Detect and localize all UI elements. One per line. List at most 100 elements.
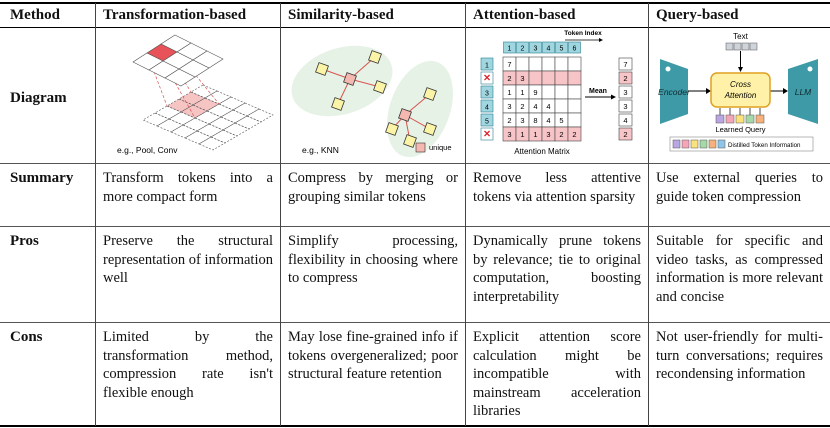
shape bbox=[708, 139, 717, 149]
arrow-head bbox=[783, 88, 788, 94]
legend-swatch bbox=[415, 142, 426, 153]
matrix-value: 4 bbox=[546, 116, 550, 125]
matrix-cell bbox=[554, 98, 569, 114]
similarity-diagram: e.g., KNN unique bbox=[291, 45, 453, 158]
matrix-value: 1 bbox=[520, 130, 524, 139]
header-cell: Similarity-based bbox=[288, 7, 394, 23]
shape bbox=[132, 34, 274, 151]
row-label: Diagram bbox=[10, 90, 67, 106]
grid-cell bbox=[184, 130, 212, 145]
mean-cell bbox=[618, 127, 633, 141]
bottom-rule bbox=[0, 425, 830, 427]
index-box bbox=[529, 41, 542, 54]
matrix-value: 3 bbox=[507, 130, 511, 139]
mean-cell bbox=[618, 113, 633, 127]
matrix-value: 3 bbox=[520, 74, 524, 83]
mean-value: 2 bbox=[623, 130, 627, 139]
mean-value: 3 bbox=[623, 88, 627, 97]
top-rule bbox=[0, 2, 830, 4]
shape bbox=[331, 97, 345, 111]
summary-cell: Compress by merging or grouping similar … bbox=[288, 170, 458, 205]
row-rule bbox=[0, 163, 830, 164]
matrix-cell bbox=[567, 126, 582, 142]
mean-cell bbox=[618, 85, 633, 99]
index-box bbox=[503, 41, 516, 54]
mean-value: 3 bbox=[623, 102, 627, 111]
encoder-block bbox=[660, 59, 688, 124]
icon bbox=[806, 65, 814, 73]
matrix-cell bbox=[567, 70, 582, 86]
shape bbox=[690, 139, 699, 149]
matrix-cell bbox=[541, 56, 556, 72]
matrix-cell bbox=[528, 70, 543, 86]
matrix-cell bbox=[541, 84, 556, 100]
matrix-value: 1 bbox=[520, 88, 524, 97]
shape bbox=[315, 62, 329, 76]
grid-cell bbox=[222, 122, 250, 137]
matrix-value: 7 bbox=[507, 60, 511, 69]
matrix-cell bbox=[515, 56, 530, 72]
llm-label: LLM bbox=[795, 87, 812, 97]
row-index-box bbox=[480, 113, 494, 127]
shape bbox=[385, 122, 399, 136]
grid-cell bbox=[164, 68, 196, 87]
shape bbox=[373, 80, 387, 94]
matrix-value: 9 bbox=[533, 88, 537, 97]
matrix-cell bbox=[554, 70, 569, 86]
mean-label: Mean bbox=[589, 88, 607, 95]
summary-cell: Transform tokens into a more compact for… bbox=[103, 170, 273, 205]
pros-cell: Suitable for specific and video tasks, a… bbox=[656, 233, 823, 305]
cons-cell: May lose fine-grained info if tokens ove… bbox=[288, 329, 458, 382]
matrix-value: 2 bbox=[520, 102, 524, 111]
matrix-cell bbox=[567, 56, 582, 72]
shape bbox=[745, 114, 755, 124]
matrix-cell bbox=[567, 112, 582, 128]
mean-value: 4 bbox=[623, 116, 627, 125]
pros-cell: Simplify processing, flexibility in choo… bbox=[288, 233, 458, 286]
shape bbox=[725, 114, 735, 124]
mean-value: 7 bbox=[623, 60, 627, 69]
projection bbox=[160, 43, 192, 93]
matrix-cell bbox=[554, 84, 569, 100]
diagram-caption: e.g., Pool, Conv bbox=[117, 145, 178, 155]
matrix-value: 3 bbox=[520, 116, 524, 125]
matrix-value: 2 bbox=[559, 130, 563, 139]
matrix-value: 2 bbox=[572, 130, 576, 139]
query-arrows bbox=[719, 108, 761, 115]
transformation-diagram: e.g., Pool, Conv bbox=[117, 34, 274, 155]
text-tokens bbox=[725, 42, 758, 51]
row-index: 3 bbox=[485, 91, 489, 98]
cons-cell: Not user-friendly for multi-turn convers… bbox=[656, 329, 823, 382]
arrow-head bbox=[706, 88, 711, 94]
mean-cell bbox=[618, 71, 633, 85]
summary-cell: Remove less attentive tokens via attenti… bbox=[473, 170, 641, 205]
shape bbox=[423, 87, 437, 101]
shape bbox=[725, 42, 734, 51]
row-index: 1 bbox=[485, 63, 489, 70]
cluster bbox=[291, 45, 393, 117]
arrow-head bbox=[738, 67, 743, 72]
shape bbox=[368, 50, 382, 64]
query-tokens bbox=[715, 114, 765, 124]
index-box bbox=[568, 41, 581, 54]
shape bbox=[343, 72, 357, 86]
matrix-value: 8 bbox=[533, 116, 537, 125]
diagram-caption: e.g., KNN bbox=[302, 145, 339, 155]
grid-cell bbox=[218, 96, 246, 111]
arrow-head bbox=[611, 94, 616, 100]
shape bbox=[423, 122, 437, 136]
row-index-box bbox=[480, 99, 494, 113]
matrix-cell bbox=[554, 56, 569, 72]
column-divider bbox=[280, 3, 281, 426]
cross-attention-block bbox=[710, 72, 771, 108]
shape bbox=[715, 114, 725, 124]
text-label: Text bbox=[733, 32, 748, 41]
shape bbox=[749, 42, 758, 51]
shape bbox=[717, 139, 726, 149]
shape bbox=[755, 114, 765, 124]
header-cell: Method bbox=[10, 7, 60, 23]
grid-cell bbox=[246, 108, 274, 123]
grid-cell bbox=[170, 124, 198, 139]
row-index: × bbox=[483, 127, 490, 141]
